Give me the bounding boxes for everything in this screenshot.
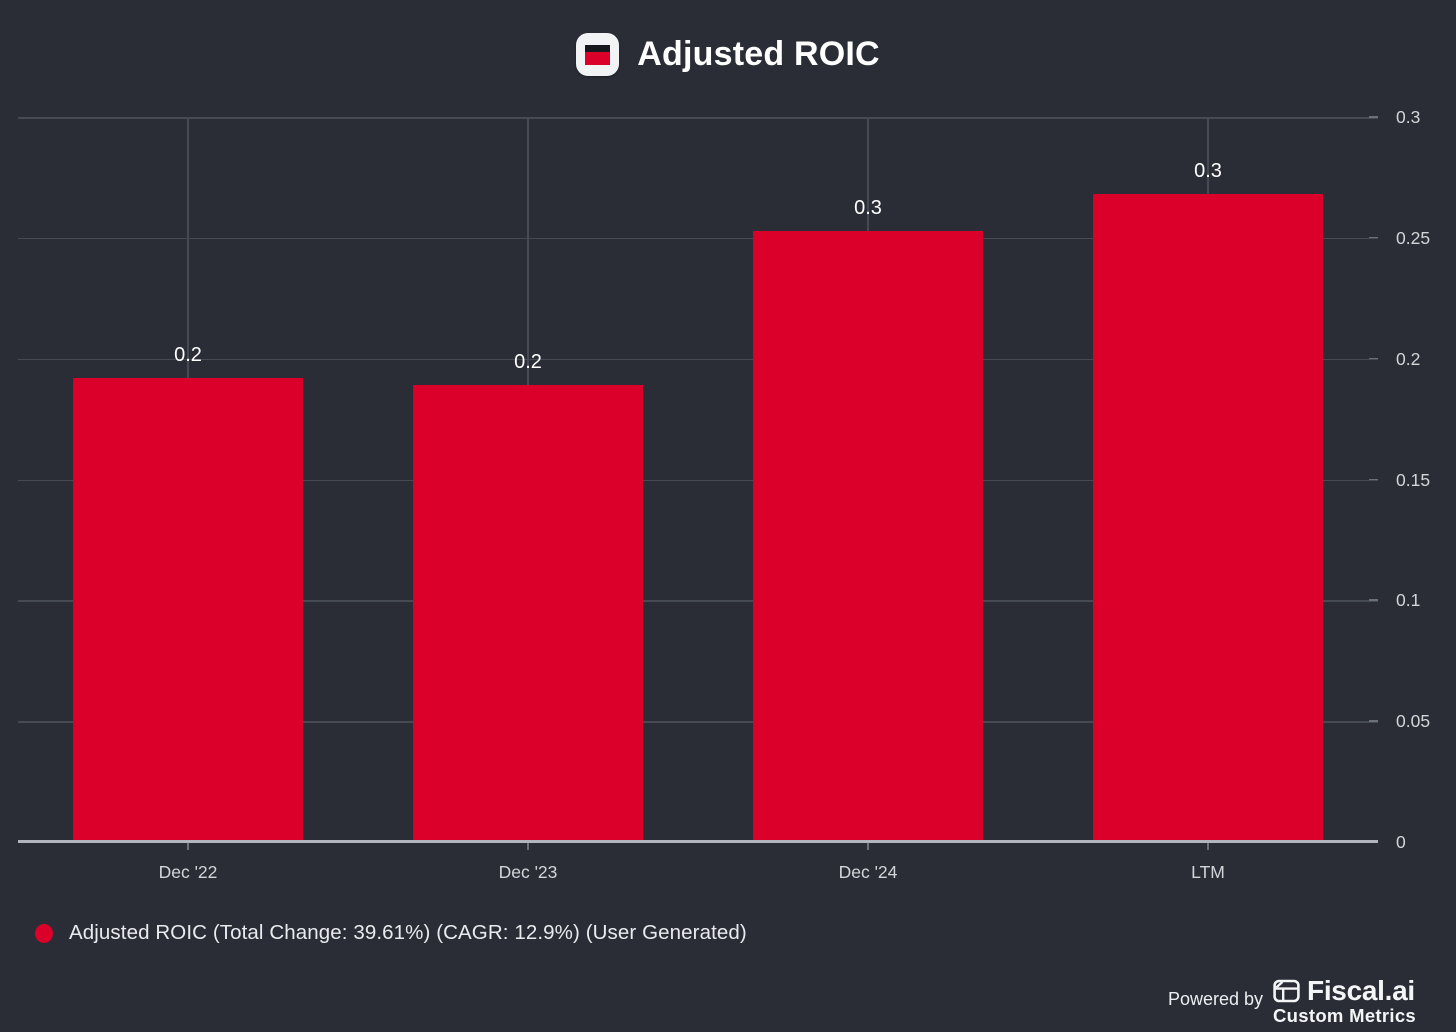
y-axis-label: 0.05: [1396, 711, 1431, 732]
y-axis-tick: [1369, 599, 1378, 601]
x-axis-label: Dec '23: [498, 862, 558, 882]
bar-dec-22[interactable]: [73, 378, 303, 842]
metric-card-icon-black-stripe: [585, 44, 611, 52]
x-axis-tick: [1207, 843, 1209, 850]
fiscal-logo-icon: [1273, 979, 1300, 1003]
y-axis-label: 0.15: [1396, 469, 1431, 490]
gridline-horizontal: [18, 117, 1378, 119]
fiscal-brand-name: Fiscal.ai: [1307, 975, 1415, 1006]
bar-value-label: 0.2: [514, 351, 542, 374]
gridline-horizontal: [18, 479, 1378, 481]
legend-marker-icon: [35, 923, 53, 943]
fiscal-brand-subtitle: Custom Metrics: [1273, 1005, 1416, 1026]
y-axis-label: 0: [1396, 832, 1406, 852]
bar-ltm[interactable]: [1093, 194, 1323, 842]
bar-value-label: 0.3: [1194, 160, 1222, 183]
legend-item[interactable]: Adjusted ROIC (Total Change: 39.61%) (CA…: [35, 919, 747, 947]
bar-value-label: 0.3: [854, 196, 882, 219]
y-axis-label: 0.1: [1396, 590, 1421, 611]
metric-card-icon-red-stripe: [585, 51, 611, 65]
gridline-horizontal: [18, 600, 1378, 602]
fiscal-brand-top: Fiscal.ai: [1273, 976, 1416, 1006]
legend-label: Adjusted ROIC (Total Change: 39.61%) (CA…: [69, 921, 747, 944]
bar-value-label: 0.2: [174, 344, 202, 366]
y-axis-label: 0.25: [1396, 227, 1431, 248]
y-axis-label: 0.3: [1396, 107, 1421, 127]
chart-title: Adjusted ROIC: [637, 34, 880, 73]
y-axis-tick: [1369, 357, 1378, 360]
fiscal-brand[interactable]: Fiscal.ai Custom Metrics: [1273, 976, 1416, 1026]
plot-area: 0.2 0.2 0.3 0.3: [18, 116, 1378, 843]
y-axis-label: 0.2: [1396, 348, 1421, 369]
gridline-horizontal: [18, 237, 1378, 240]
x-axis-label: Dec '24: [838, 862, 898, 882]
x-axis-tick: [527, 843, 529, 850]
gridline-horizontal: [18, 358, 1378, 361]
bar-dec-23[interactable]: [413, 385, 643, 842]
x-axis-tick: [867, 843, 869, 850]
y-axis-tick: [1369, 720, 1378, 722]
y-axis-tick: [1369, 236, 1378, 239]
bar-dec-24[interactable]: [753, 230, 983, 842]
metric-card-icon: [576, 32, 620, 76]
x-axis-line: [18, 840, 1378, 843]
y-axis-tick: [1369, 116, 1378, 118]
powered-by: Powered by Fiscal.ai Custom Metrics: [1168, 976, 1416, 1026]
gridline-horizontal: [18, 721, 1378, 723]
x-axis-label: LTM: [1191, 862, 1225, 882]
chart-header: Adjusted ROIC: [0, 28, 1456, 80]
y-axis-tick: [1369, 478, 1378, 480]
powered-by-text: Powered by: [1167, 989, 1264, 1009]
x-axis-tick: [187, 843, 189, 850]
x-axis-label: Dec '22: [158, 862, 218, 882]
